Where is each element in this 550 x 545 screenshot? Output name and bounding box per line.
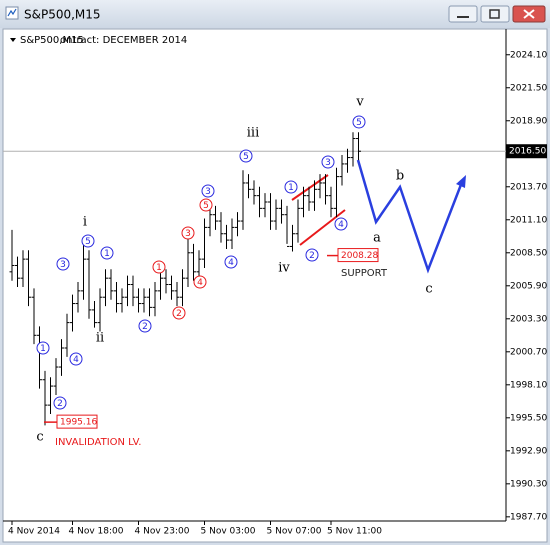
wave-circle [69, 352, 83, 366]
close-glyph [523, 9, 535, 19]
y-tick-label: 2000.70 [510, 347, 547, 357]
y-tick-label: 1987.70 [510, 512, 547, 522]
y-tick-label: 2003.30 [510, 314, 547, 324]
y-tick-label: 2005.90 [510, 281, 547, 291]
wave-circle [53, 396, 67, 410]
wave-number: 2 [142, 322, 148, 332]
wave-number: 5 [85, 237, 91, 247]
trend-line [291, 174, 329, 201]
wave-number: 2 [57, 399, 63, 409]
wave-letter: b [396, 169, 404, 184]
wave-number: 2 [176, 309, 182, 319]
y-tick-label: 1995.50 [510, 413, 547, 423]
projection [356, 159, 466, 274]
chart-area [2, 28, 548, 543]
projection-path [356, 159, 464, 274]
trend-line [299, 209, 346, 246]
current-price-box [506, 144, 547, 159]
level-box [337, 248, 379, 263]
wave-number: 5 [203, 201, 209, 211]
chart-title: S&P500,M15 [20, 35, 84, 46]
wave-circle [100, 246, 114, 260]
wave-number: 4 [73, 355, 79, 365]
wave-circle [352, 115, 366, 129]
y-tick-label: 2008.50 [510, 248, 547, 258]
wave-number: 3 [60, 260, 66, 270]
y-tick-label: 2011.10 [510, 215, 547, 225]
wave-circle [138, 319, 152, 333]
wave-circle [152, 260, 166, 274]
window-icon-glyph [7, 8, 17, 17]
x-tick-label: 5 Nov 11:00 [327, 527, 382, 537]
y-tick-label: 1990.30 [510, 479, 547, 489]
wave-circle [193, 275, 207, 289]
wave-letter: a [373, 231, 381, 246]
chart-subtitle: ontract: DECEMBER 2014 [60, 35, 187, 46]
x-tick-label: 4 Nov 18:00 [69, 527, 124, 537]
wave-number: 4 [197, 278, 203, 288]
wave-circle [181, 226, 195, 240]
y-tick-label: 2021.50 [510, 83, 547, 93]
minimize-button[interactable] [448, 5, 478, 23]
wave-circle [201, 184, 215, 198]
wave-number: 1 [288, 183, 294, 193]
wave-circle [56, 257, 70, 271]
projection-arrow [456, 175, 466, 188]
symbol-dropdown[interactable] [10, 38, 16, 42]
restore-button[interactable] [480, 5, 510, 23]
wave-number: 3 [185, 229, 191, 239]
level-price: 2008.28 [341, 251, 378, 261]
y-tick-label: 2018.90 [510, 116, 547, 126]
level-price: 1995.16 [60, 418, 97, 428]
x-tick-label: 5 Nov 07:00 [267, 527, 322, 537]
wave-number: 1 [40, 344, 46, 354]
restore-glyph [489, 9, 500, 19]
wave-number: 1 [156, 263, 162, 273]
wave-number: 5 [243, 152, 249, 162]
wave-letter: iv [278, 261, 290, 276]
wave-letter: c [425, 282, 432, 297]
x-tick-label: 5 Nov 03:00 [201, 527, 256, 537]
wave-circle [334, 217, 348, 231]
level-label: INVALIDATION LV. [55, 437, 141, 448]
wave-number: 4 [228, 258, 234, 268]
wave-circle [224, 255, 238, 269]
level-box [56, 414, 98, 429]
wave-circle [239, 149, 253, 163]
wave-letter: ii [96, 331, 104, 346]
wave-circle [284, 180, 298, 194]
wave-number: 3 [325, 158, 331, 168]
wave-circle [199, 198, 213, 212]
wave-circle [81, 234, 95, 248]
y-tick-label: 2013.70 [510, 182, 547, 192]
wave-number: 5 [356, 118, 362, 128]
wave-number: 1 [104, 249, 110, 259]
wave-letter: iii [247, 126, 259, 141]
wave-circle [321, 155, 335, 169]
y-tick-label: 1998.10 [510, 380, 547, 390]
current-price-label: 2016.50 [509, 147, 546, 157]
wave-number: 4 [338, 220, 344, 230]
window-title: S&P500,M15 [24, 8, 101, 22]
wave-circle [36, 341, 50, 355]
x-tick-label: 4 Nov 23:00 [135, 527, 190, 537]
y-tick-label: 1992.90 [510, 446, 547, 456]
x-tick-label: 4 Nov 2014 [8, 527, 60, 537]
y-tick-label: 2024.10 [510, 50, 547, 60]
wave-letter: c [36, 430, 43, 445]
level-label: SUPPORT [341, 268, 388, 279]
wave-circle [305, 248, 319, 262]
wave-number: 3 [205, 187, 211, 197]
wave-letter: i [83, 215, 87, 230]
wave-letter: v [355, 95, 364, 110]
wave-circle [172, 306, 186, 320]
wave-number: 2 [309, 251, 315, 261]
